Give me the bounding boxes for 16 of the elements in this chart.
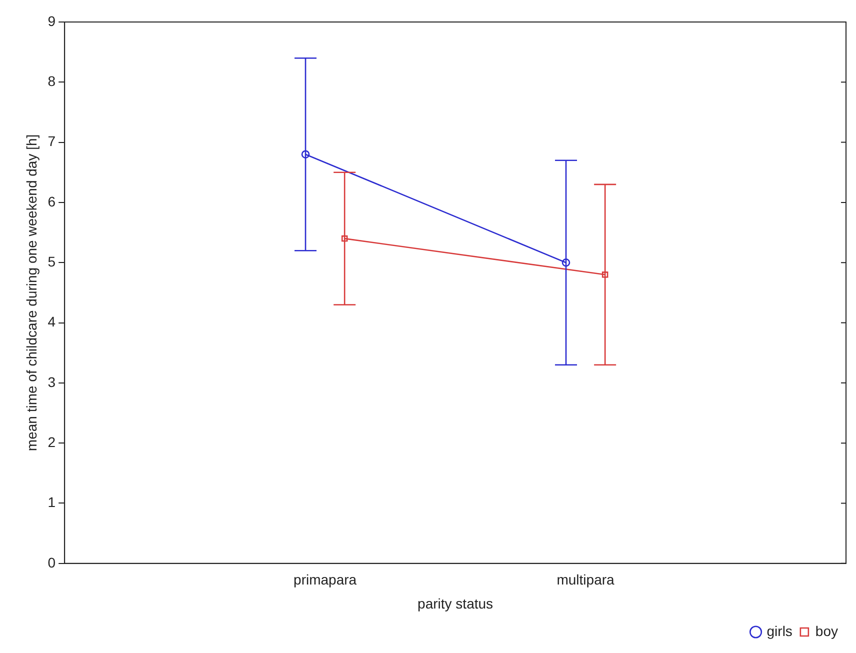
y-tick-label: 1 — [48, 494, 56, 510]
y-tick-label: 2 — [48, 434, 56, 450]
y-tick-label: 6 — [48, 193, 56, 210]
y-axis-title: mean time of childcare during one weekend day [h] — [23, 134, 40, 452]
legend-label: boy — [815, 622, 838, 639]
y-tick-label: 3 — [48, 374, 56, 390]
y-tick-label: 7 — [48, 133, 56, 150]
x-tick-label: multipara — [556, 572, 615, 588]
y-tick-label: 5 — [48, 253, 56, 270]
x-axis-title: parity status — [418, 595, 494, 612]
x-tick-label: primapara — [294, 572, 357, 588]
y-tick-label: 8 — [48, 73, 56, 90]
y-tick-label: 4 — [48, 314, 56, 330]
legend-label: girls — [766, 622, 792, 639]
y-tick-label: 9 — [48, 12, 56, 29]
y-tick-label: 0 — [48, 554, 56, 570]
